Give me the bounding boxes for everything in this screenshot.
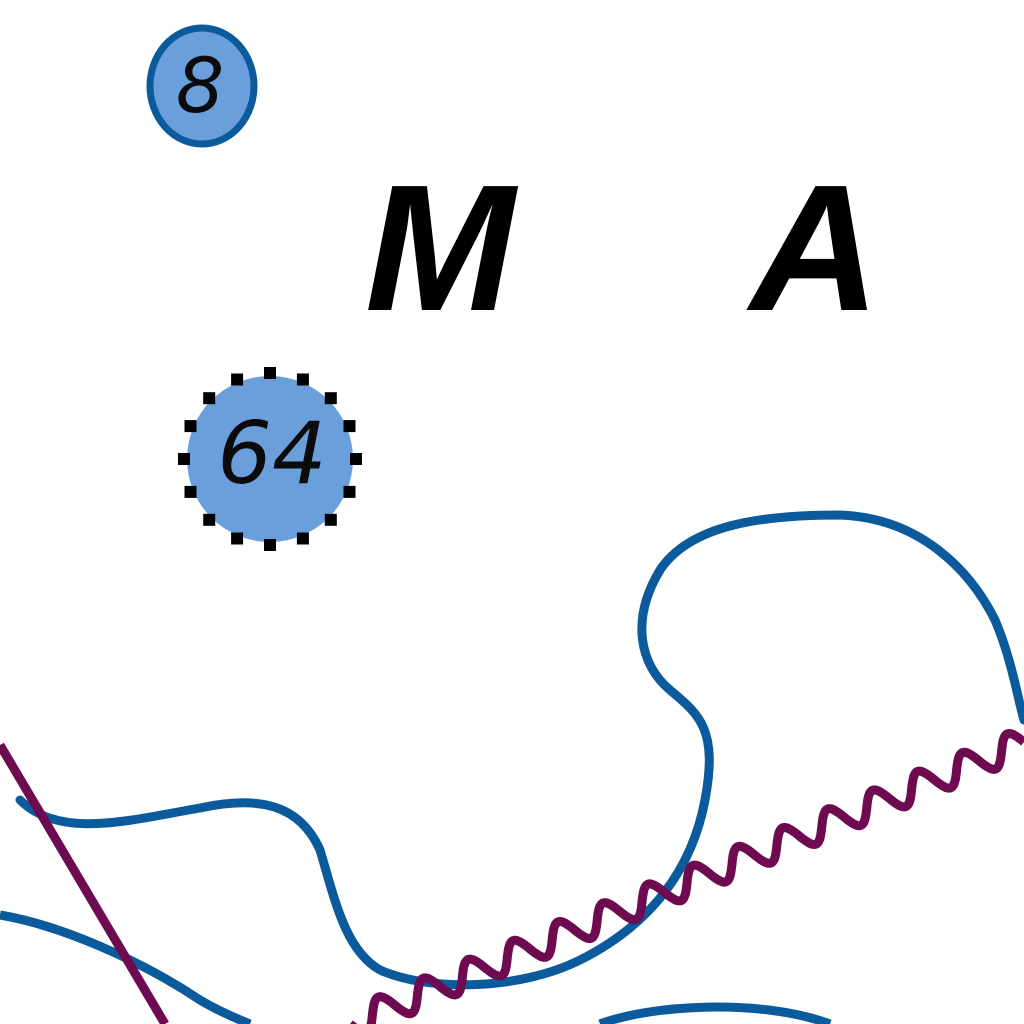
- depth-sounding-64[interactable]: 64: [178, 367, 362, 551]
- danger-dot: [231, 532, 244, 545]
- danger-dot: [343, 420, 356, 433]
- depth-sounding-8[interactable]: 8: [146, 24, 258, 148]
- submarine-cable-line: [349, 729, 1024, 1024]
- danger-dot: [350, 453, 362, 465]
- danger-dot: [343, 485, 356, 498]
- danger-dot: [203, 513, 216, 526]
- diagonal-boundary-line: [0, 742, 169, 1024]
- area-label-letter-a: A: [746, 148, 880, 349]
- danger-dot: [296, 532, 309, 545]
- danger-dot: [184, 485, 197, 498]
- sounding-8-label: 8: [176, 41, 224, 130]
- danger-dot: [203, 392, 216, 405]
- danger-dot: [264, 367, 276, 379]
- danger-dot: [178, 453, 190, 465]
- danger-dot: [184, 420, 197, 433]
- danger-dotted-ring: [178, 367, 362, 551]
- area-label-letter-m: M: [365, 148, 519, 349]
- danger-dot: [264, 539, 276, 551]
- depth-contour-bottom: [598, 1002, 832, 1024]
- sounding-64-circle: [187, 376, 353, 542]
- danger-dot: [231, 373, 244, 386]
- depth-contour-main: [15, 510, 1024, 990]
- sounding-64-label: 64: [217, 404, 326, 504]
- depth-contour-lower-left: [0, 910, 252, 1024]
- sounding-8-circle: [146, 24, 258, 148]
- danger-dot: [324, 513, 337, 526]
- danger-dot: [324, 392, 337, 405]
- danger-dot: [296, 373, 309, 386]
